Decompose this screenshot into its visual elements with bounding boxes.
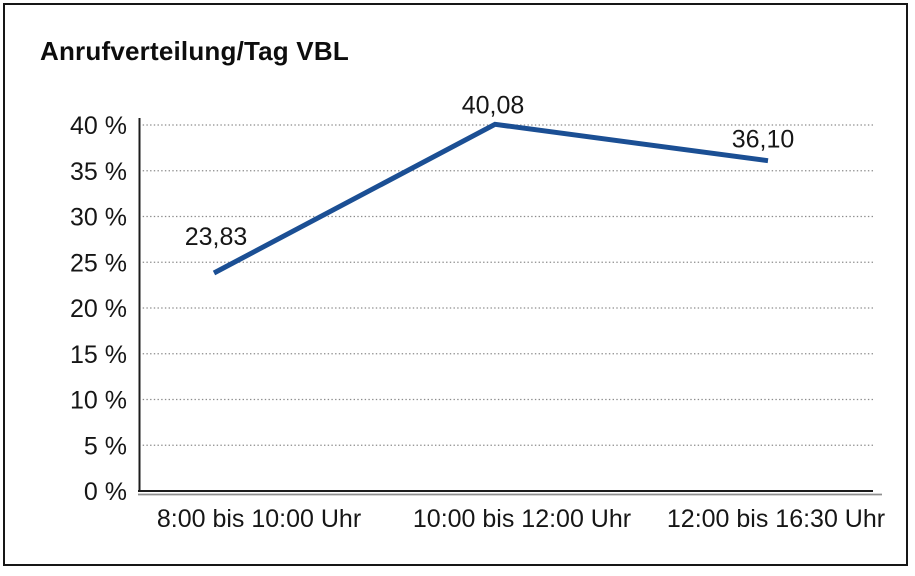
y-tick-label: 30 % <box>70 204 127 232</box>
chart-title: Anrufverteilung/Tag VBL <box>40 36 349 66</box>
series-line <box>212 121 769 276</box>
y-tick-label: 25 % <box>70 249 127 277</box>
y-tick-label: 5 % <box>84 432 127 460</box>
x-category-label: 12:00 bis 16:30 Uhr <box>667 505 885 533</box>
y-tick-label: 40 % <box>70 112 127 140</box>
y-tick-label: 15 % <box>70 341 127 369</box>
data-label: 36,10 <box>732 126 795 154</box>
data-label: 40,08 <box>462 91 525 119</box>
y-tick-label: 35 % <box>70 158 127 186</box>
y-tick-label: 10 % <box>70 387 127 415</box>
chart-frame <box>3 3 908 566</box>
x-category-label: 8:00 bis 10:00 Uhr <box>157 505 361 533</box>
y-tick-label: 0 % <box>84 478 127 506</box>
y-tick-label: 20 % <box>70 295 127 323</box>
x-category-label: 10:00 bis 12:00 Uhr <box>413 505 631 533</box>
data-label: 23,83 <box>185 223 248 251</box>
